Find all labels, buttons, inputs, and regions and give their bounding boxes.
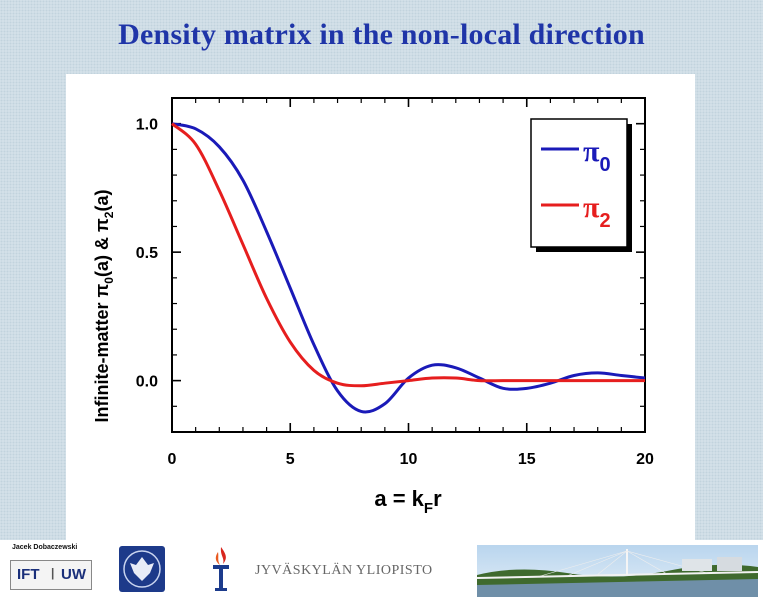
ift-uw-logo: IFT | UW bbox=[10, 560, 92, 590]
legend-box bbox=[530, 118, 628, 248]
torch-icon bbox=[213, 547, 229, 591]
legend-label: π2 bbox=[583, 191, 611, 232]
series-line-pi0 bbox=[171, 122, 646, 414]
x-tick-label: 10 bbox=[400, 451, 418, 468]
y-label-part-a: Infinite-matter bbox=[92, 297, 112, 422]
author-label: Jacek Dobaczewski bbox=[12, 544, 78, 551]
bridge-photo bbox=[477, 545, 758, 597]
y-label-pi2-symbol: π bbox=[92, 218, 112, 232]
x-label-sub: F bbox=[424, 500, 433, 517]
x-label-main: a = k bbox=[374, 486, 424, 511]
series-line-pi2 bbox=[171, 122, 645, 388]
y-tick-label: 0.0 bbox=[136, 374, 158, 391]
y-label-part-g: (a) bbox=[92, 190, 112, 212]
y-tick-label: 1.0 bbox=[136, 117, 158, 134]
slide-title: Density matrix in the non-local directio… bbox=[118, 18, 645, 51]
university-crest-icon bbox=[119, 546, 165, 592]
footer-logo-bar: Jacek Dobaczewski IFT | UW JYVÄSKYLÄN YL… bbox=[0, 540, 763, 597]
uw-logo-text: UW bbox=[61, 566, 86, 583]
y-label-pi0-sub: 0 bbox=[102, 277, 116, 284]
series-layer bbox=[171, 122, 646, 414]
y-label-pi2-sub: 2 bbox=[102, 211, 116, 218]
legend-label: π0 bbox=[583, 135, 611, 176]
x-tick-label: 20 bbox=[636, 451, 654, 468]
y-axis-label: Infinite-matter π0(a) & π2(a) bbox=[92, 190, 116, 423]
x-tick-label: 0 bbox=[168, 451, 177, 468]
plot-panel: 0 5 10 15 20 0.0 0.5 1.0 π0 π2 Infinite-matter π… bbox=[66, 74, 695, 540]
y-tick-label: 0.5 bbox=[136, 245, 158, 262]
axes-layer: 0 5 10 15 20 0.0 0.5 1.0 bbox=[136, 97, 654, 468]
ift-logo-text: IFT bbox=[17, 566, 40, 583]
x-axis-label: a = kFr bbox=[374, 486, 442, 517]
x-label-suffix: r bbox=[433, 486, 442, 511]
x-tick-label: 15 bbox=[518, 451, 536, 468]
university-name: JYVÄSKYLÄN YLIOPISTO bbox=[255, 563, 433, 578]
y-label-pi0-symbol: π bbox=[92, 283, 112, 297]
y-label-part-d: (a) & bbox=[92, 232, 112, 277]
x-tick-label: 5 bbox=[286, 451, 295, 468]
